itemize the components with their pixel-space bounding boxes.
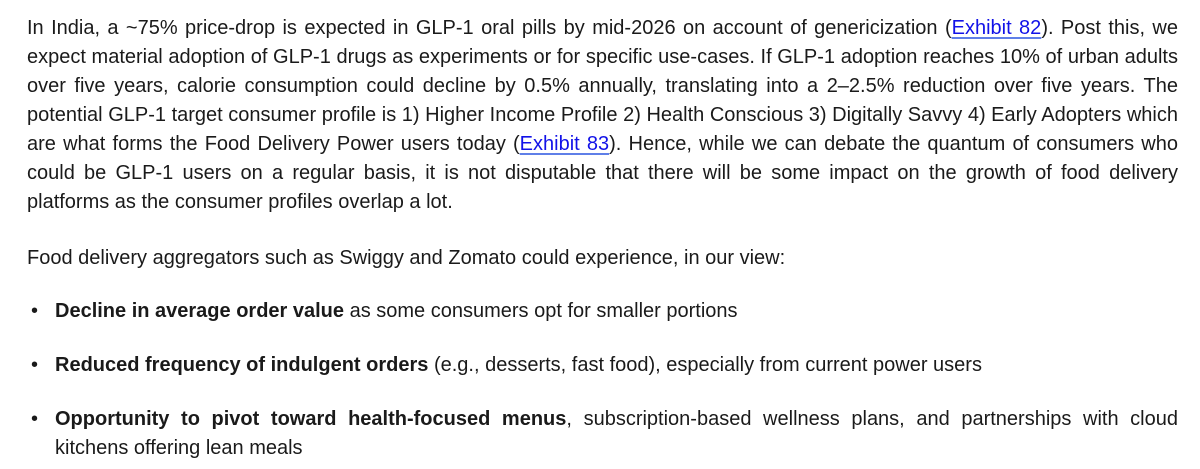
- bullet-bold-lead: Decline in average order value: [55, 300, 345, 322]
- list-item: • Decline in average order value as some…: [27, 297, 1178, 326]
- bullet-text: Decline in average order value as some c…: [55, 297, 1178, 326]
- bullet-text: Opportunity to pivot toward health-focus…: [55, 405, 1178, 463]
- exhibit-82-link[interactable]: Exhibit 82: [951, 17, 1042, 39]
- intro-text-segment-3: ). Hence, while we can debate the quantu…: [27, 133, 1178, 213]
- intro-text-segment-1: In India, a ~75% price-drop is expected …: [27, 17, 952, 39]
- bullet-bold-lead: Reduced frequency of indulgent orders: [55, 354, 429, 376]
- bullet-rest-text: , subscription-based wellness plans, and…: [55, 408, 1178, 459]
- exhibit-83-link[interactable]: Exhibit 83: [519, 133, 610, 155]
- intro-paragraph: In India, a ~75% price-drop is expected …: [27, 14, 1178, 217]
- bullet-icon: •: [31, 408, 39, 430]
- list-item: • Opportunity to pivot toward health-foc…: [27, 405, 1178, 463]
- impact-bullet-list: • Decline in average order value as some…: [27, 297, 1178, 463]
- aggregators-paragraph: Food delivery aggregators such as Swiggy…: [27, 247, 786, 269]
- bullet-text: Reduced frequency of indulgent orders (e…: [55, 351, 1178, 380]
- bullet-rest-text: (e.g., desserts, fast food), especially …: [428, 354, 982, 376]
- intro-text-segment-2: ). Post this, we expect material adoptio…: [27, 17, 1178, 155]
- bullet-rest-text: as some consumers opt for smaller portio…: [344, 300, 738, 322]
- bullet-icon: •: [31, 300, 39, 322]
- list-item: • Reduced frequency of indulgent orders …: [27, 351, 1178, 380]
- bullet-bold-lead: Opportunity to pivot toward health-focus…: [55, 408, 567, 430]
- bullet-icon: •: [31, 354, 39, 376]
